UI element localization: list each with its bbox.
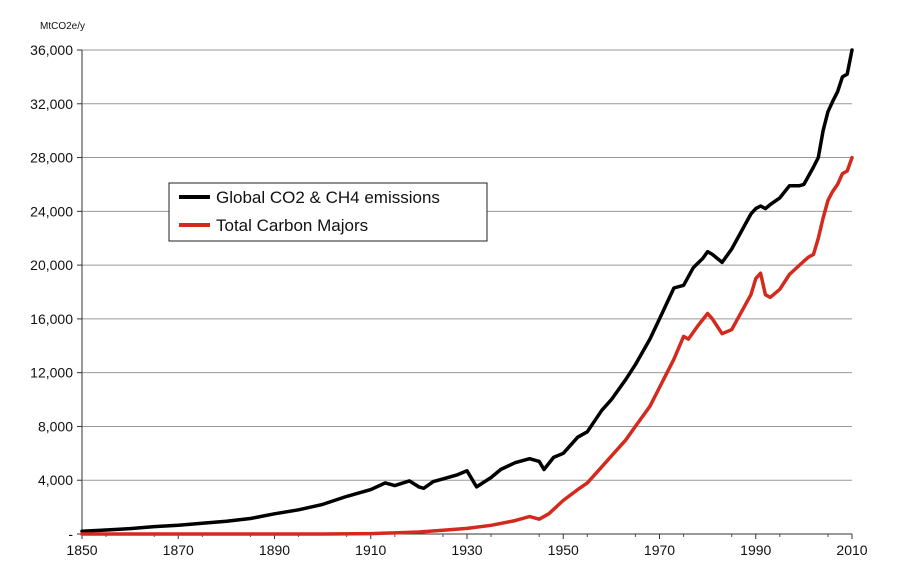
- y-tick-label: 4,000: [38, 472, 73, 488]
- x-tick-label: 1990: [740, 542, 771, 558]
- legend: Global CO2 & CH4 emissions Total Carbon …: [168, 182, 488, 242]
- y-axis-ticks: - 4,000 8,000 12,000 16,000 20,000 24,000 28,00…: [30, 42, 82, 542]
- legend-label-carbon-majors: Total Carbon Majors: [216, 216, 368, 235]
- y-tick-label: -: [68, 526, 73, 542]
- x-axis-ticks: 1850 1870 1890 1910 1930 1950 1970 1990 2010: [66, 534, 868, 558]
- x-tick-label: 1950: [548, 542, 579, 558]
- y-tick-label: 28,000: [30, 150, 73, 166]
- y-unit-label: MtCO2e/y: [40, 21, 85, 32]
- y-tick-label: 20,000: [30, 257, 73, 273]
- series-lines: [80, 48, 854, 536]
- x-tick-label: 1970: [644, 542, 675, 558]
- y-tick-label: 32,000: [30, 96, 73, 112]
- series-line-carbon-majors: [80, 155, 854, 536]
- y-tick-label: 16,000: [30, 311, 73, 327]
- gridlines: [82, 49, 852, 481]
- y-tick-label: 8,000: [38, 418, 73, 434]
- x-tick-label: 1850: [66, 542, 97, 558]
- legend-box: [168, 182, 488, 242]
- series-line-global-emissions: [80, 48, 854, 534]
- x-tick-label: 1890: [259, 542, 290, 558]
- legend-label-global: Global CO2 & CH4 emissions: [216, 188, 440, 207]
- axes: [81, 50, 852, 535]
- x-tick-label: 1910: [355, 542, 386, 558]
- x-tick-label: 2010: [836, 542, 867, 558]
- y-tick-label: 24,000: [30, 203, 73, 219]
- x-tick-label: 1870: [163, 542, 194, 558]
- x-tick-label: 1930: [451, 542, 482, 558]
- y-tick-label: 12,000: [30, 365, 73, 381]
- y-tick-label: 36,000: [30, 42, 73, 58]
